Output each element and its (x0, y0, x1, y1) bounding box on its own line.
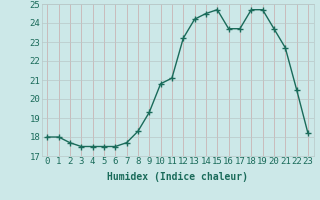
X-axis label: Humidex (Indice chaleur): Humidex (Indice chaleur) (107, 172, 248, 182)
